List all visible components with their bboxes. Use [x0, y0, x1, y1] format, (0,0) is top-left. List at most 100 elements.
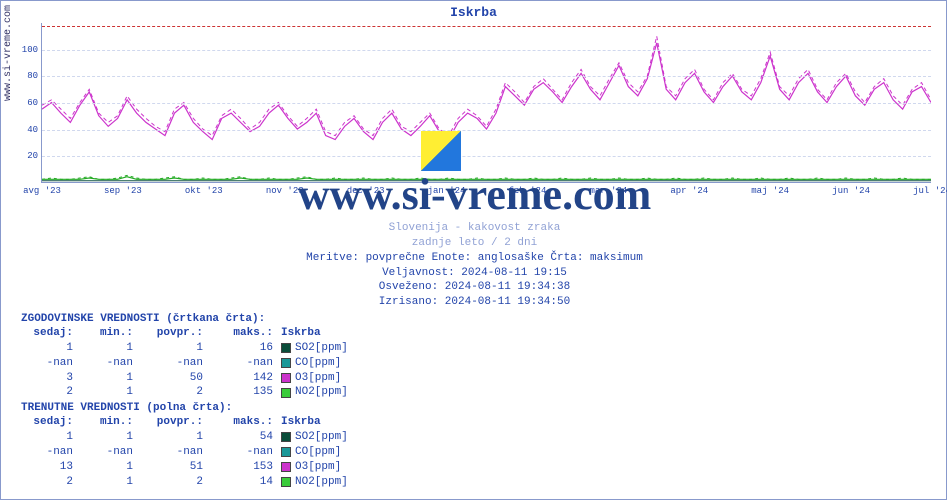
table-row: 21214NO2[ppm]: [21, 475, 521, 490]
xtick-label: avg '23: [23, 186, 61, 196]
ytick-label: 80: [14, 71, 38, 81]
col-povpr: povpr.:: [141, 326, 211, 341]
series-line: [42, 43, 931, 140]
xtick-label: feb '24: [509, 186, 547, 196]
col-sedaj: sedaj:: [21, 415, 81, 430]
cell-min: 1: [81, 341, 141, 356]
ytick-label: 40: [14, 125, 38, 135]
cell-label: CO[ppm]: [281, 356, 451, 371]
cell-povpr: 1: [141, 430, 211, 445]
table-row: 11154SO2[ppm]: [21, 430, 521, 445]
cell-maks: 16: [211, 341, 281, 356]
cell-maks: 142: [211, 371, 281, 386]
meta-sub2: zadnje leto / 2 dni: [1, 236, 947, 251]
color-swatch-icon: [281, 358, 291, 368]
cell-sedaj: 2: [21, 385, 81, 400]
table-row: 212135NO2[ppm]: [21, 385, 521, 400]
chart-title: Iskrba: [1, 1, 946, 20]
param-label: NO2[ppm]: [295, 475, 348, 490]
col-sedaj: sedaj:: [21, 326, 81, 341]
table-header-row: sedaj: min.: povpr.: maks.: Iskrba: [21, 326, 521, 341]
col-povpr: povpr.:: [141, 415, 211, 430]
cell-label: CO[ppm]: [281, 445, 451, 460]
param-label: SO2[ppm]: [295, 430, 348, 445]
meta-line1: Meritve: povprečne Enote: anglosaške Črt…: [1, 251, 947, 266]
watermark-logo-icon: [421, 131, 461, 171]
cell-maks: -nan: [211, 445, 281, 460]
data-tables: ZGODOVINSKE VREDNOSTI (črtkana črta): se…: [21, 313, 521, 489]
cell-label: SO2[ppm]: [281, 341, 451, 356]
param-label: O3[ppm]: [295, 460, 341, 475]
param-label: O3[ppm]: [295, 371, 341, 386]
series-line: [42, 36, 931, 135]
cell-povpr: 50: [141, 371, 211, 386]
xtick-label: maj '24: [751, 186, 789, 196]
col-min: min.:: [81, 415, 141, 430]
color-swatch-icon: [281, 432, 291, 442]
ytick-label: 20: [14, 151, 38, 161]
cell-min: 1: [81, 460, 141, 475]
hist-section-title: ZGODOVINSKE VREDNOSTI (črtkana črta):: [21, 313, 521, 326]
xtick-label: jul '24: [913, 186, 947, 196]
curr-section-title: TRENUTNE VREDNOSTI (polna črta):: [21, 402, 521, 415]
xtick-label: jan '24: [428, 186, 466, 196]
cell-label: NO2[ppm]: [281, 385, 451, 400]
cell-min: 1: [81, 371, 141, 386]
cell-label: NO2[ppm]: [281, 475, 451, 490]
meta-info: Slovenija - kakovost zraka zadnje leto /…: [1, 221, 947, 310]
col-min: min.:: [81, 326, 141, 341]
param-label: NO2[ppm]: [295, 385, 348, 400]
cell-povpr: 2: [141, 475, 211, 490]
col-maks: maks.:: [211, 415, 281, 430]
xtick-label: apr '24: [670, 186, 708, 196]
cell-maks: 135: [211, 385, 281, 400]
xtick-label: okt '23: [185, 186, 223, 196]
cell-maks: 54: [211, 430, 281, 445]
col-station: Iskrba: [281, 326, 451, 341]
xtick-label: sep '23: [104, 186, 142, 196]
color-swatch-icon: [281, 388, 291, 398]
table-row: -nan-nan-nan-nanCO[ppm]: [21, 356, 521, 371]
cell-label: O3[ppm]: [281, 371, 451, 386]
cell-sedaj: -nan: [21, 356, 81, 371]
cell-povpr: 2: [141, 385, 211, 400]
param-label: CO[ppm]: [295, 445, 341, 460]
cell-povpr: -nan: [141, 356, 211, 371]
meta-line4: Izrisano: 2024-08-11 19:34:50: [1, 295, 947, 310]
cell-min: 1: [81, 385, 141, 400]
color-swatch-icon: [281, 462, 291, 472]
meta-sub1: Slovenija - kakovost zraka: [1, 221, 947, 236]
cell-povpr: -nan: [141, 445, 211, 460]
cell-label: O3[ppm]: [281, 460, 451, 475]
table-row: 11116SO2[ppm]: [21, 341, 521, 356]
meta-line2: Veljavnost: 2024-08-11 19:15: [1, 266, 947, 281]
param-label: SO2[ppm]: [295, 341, 348, 356]
cell-povpr: 51: [141, 460, 211, 475]
color-swatch-icon: [281, 477, 291, 487]
table-row: 3150142 O3[ppm]: [21, 371, 521, 386]
cell-maks: 153: [211, 460, 281, 475]
cell-min: -nan: [81, 356, 141, 371]
xtick-label: mar '24: [589, 186, 627, 196]
col-maks: maks.:: [211, 326, 281, 341]
table-header-row: sedaj: min.: povpr.: maks.: Iskrba: [21, 415, 521, 430]
cell-sedaj: 3: [21, 371, 81, 386]
cell-min: -nan: [81, 445, 141, 460]
xtick-label: dec '23: [347, 186, 385, 196]
ytick-label: 60: [14, 98, 38, 108]
cell-min: 1: [81, 475, 141, 490]
site-label: www.si-vreme.com: [3, 5, 14, 101]
color-swatch-icon: [281, 447, 291, 457]
col-station: Iskrba: [281, 415, 451, 430]
cell-povpr: 1: [141, 341, 211, 356]
cell-label: SO2[ppm]: [281, 430, 451, 445]
param-label: CO[ppm]: [295, 356, 341, 371]
ytick-label: 100: [14, 45, 38, 55]
cell-sedaj: 13: [21, 460, 81, 475]
cell-sedaj: 1: [21, 430, 81, 445]
cell-sedaj: 2: [21, 475, 81, 490]
color-swatch-icon: [281, 343, 291, 353]
cell-sedaj: 1: [21, 341, 81, 356]
xtick-label: nov '23: [266, 186, 304, 196]
color-swatch-icon: [281, 373, 291, 383]
